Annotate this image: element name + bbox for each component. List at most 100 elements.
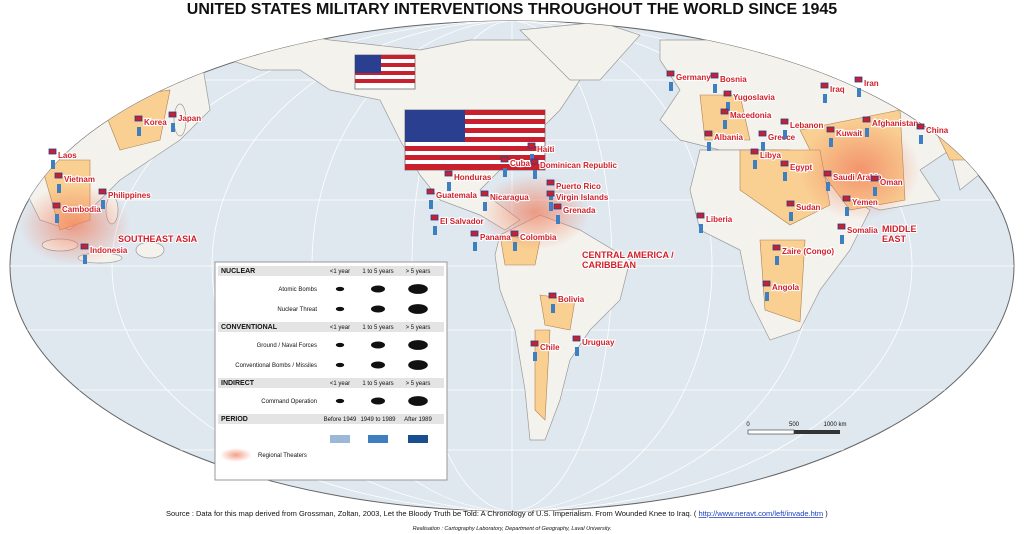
flag-marker [758, 130, 767, 137]
legend-header-bg [218, 378, 444, 388]
country-label: Laos [58, 151, 77, 160]
intervention-icon [823, 94, 827, 103]
flag-marker [870, 175, 879, 182]
legend-symbol [408, 304, 428, 314]
flag-marker [52, 202, 61, 209]
source-link[interactable]: http://www.neravt.com/left/invade.htm [699, 509, 824, 518]
legend-header-bg [218, 266, 444, 276]
country-label: Grenada [563, 206, 596, 215]
flag-marker [48, 148, 57, 155]
country-label: Albania [714, 133, 743, 142]
intervention-icon [840, 235, 844, 244]
flag-marker [720, 108, 729, 115]
country-label: Iraq [830, 85, 845, 94]
title: UNITED STATES MILITARY INTERVENTIONS THR… [187, 1, 838, 18]
scale-label: 1000 km [823, 422, 846, 428]
region-label: SOUTHEAST ASIA [118, 234, 198, 244]
intervention-icon [845, 207, 849, 216]
us-flag [354, 54, 546, 171]
flag-marker [530, 340, 539, 347]
country-label: Yemen [852, 198, 878, 207]
legend-column: <1 year [330, 325, 350, 331]
flag-marker [480, 190, 489, 197]
country-label: Saudi Arabia [833, 173, 882, 182]
country-label: Oman [880, 178, 903, 187]
flag-marker [527, 142, 536, 149]
flag-marker [820, 82, 829, 89]
intervention-icon [433, 226, 437, 235]
country-label: Sudan [796, 203, 821, 212]
country-label: Germany [676, 73, 711, 82]
legend-symbol [335, 362, 345, 368]
country-label: Guatemala [436, 191, 477, 200]
legend-symbol [335, 342, 345, 348]
intervention-icon [865, 128, 869, 137]
flag-marker [826, 126, 835, 133]
legend-column: > 5 years [406, 325, 431, 331]
intervention-icon [503, 168, 507, 177]
country-label: Indonesia [90, 246, 128, 255]
flag-marker [548, 292, 557, 299]
legend-column: 1949 to 1989 [360, 417, 396, 423]
country-label: Philippines [108, 191, 151, 200]
country-label: Greece [768, 133, 796, 142]
intervention-icon [51, 160, 55, 169]
country-label: Korea [144, 118, 167, 127]
country-label: Nicaragua [490, 193, 529, 202]
flag-marker [762, 280, 771, 287]
legend-column: > 5 years [406, 381, 431, 387]
intervention-icon [753, 160, 757, 169]
intervention-icon [826, 182, 830, 191]
intervention-icon [723, 120, 727, 129]
flag-marker [710, 72, 719, 79]
country-label: Somalia [847, 226, 878, 235]
flag-marker [823, 170, 832, 177]
legend-column: 1 to 5 years [362, 269, 393, 275]
flag-marker [696, 212, 705, 219]
intervention-icon [101, 200, 105, 209]
region-label: MIDDLE [882, 224, 917, 234]
legend-row-label: Atomic Bombs [278, 287, 317, 293]
intervention-icon [783, 130, 787, 139]
intervention-icon [171, 123, 175, 132]
flag-marker [786, 200, 795, 207]
intervention-icon [57, 184, 61, 193]
country-label: Panama [480, 233, 511, 242]
period-swatch [368, 435, 388, 443]
intervention-icon [483, 202, 487, 211]
scale-bar: 0 500 1000 km [746, 422, 847, 435]
intervention-icon [829, 138, 833, 147]
country-label: Liberia [706, 215, 733, 224]
flag-marker [854, 76, 863, 83]
country-label: Uruguay [582, 338, 615, 347]
legend-section-title: NUCLEAR [221, 268, 255, 275]
intervention-icon [713, 84, 717, 93]
intervention-icon [556, 215, 560, 224]
legend-header-bg [218, 322, 444, 332]
country-label: Bolivia [558, 295, 585, 304]
intervention-icon [775, 256, 779, 265]
legend-symbol [408, 340, 428, 350]
intervention-icon [765, 292, 769, 301]
flag-marker [510, 230, 519, 237]
intervention-icon [669, 82, 673, 91]
intervention-icon [575, 347, 579, 356]
country-label: Haiti [537, 145, 554, 154]
intervention-icon [55, 214, 59, 223]
country-label: Afghanistan [872, 119, 918, 128]
country-label: Macedonia [730, 111, 772, 120]
country-label: China [926, 126, 949, 135]
intervention-icon [513, 242, 517, 251]
region-label: CENTRAL AMERICA / [582, 250, 674, 260]
intervention-icon [447, 182, 451, 191]
legend-section-title: INDIRECT [221, 380, 255, 387]
legend-column: <1 year [330, 269, 350, 275]
legend-section-title: PERIOD [221, 416, 248, 423]
intervention-icon [533, 170, 537, 179]
flag-marker [572, 335, 581, 342]
country-label: Zaire (Congo) [782, 247, 834, 256]
intervention-icon [707, 142, 711, 151]
flag-marker [723, 90, 732, 97]
country-label: Japan [178, 114, 201, 123]
